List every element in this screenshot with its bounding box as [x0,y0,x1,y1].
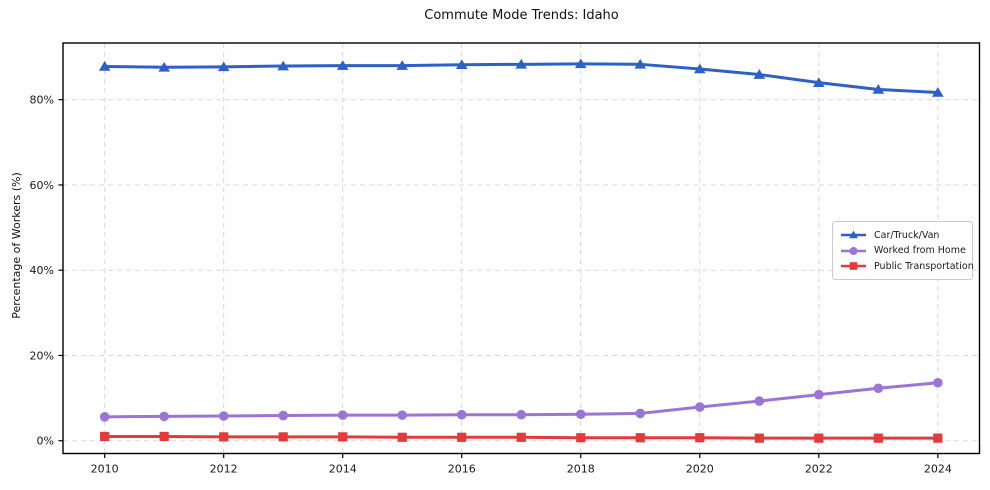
x-tick-label: 2022 [805,463,833,476]
triangle-marker-icon [693,63,706,74]
circle-marker-icon [814,389,824,400]
y-tick-label: 60% [30,179,54,192]
circle-marker-icon [159,411,169,422]
square-marker-icon [873,433,883,443]
square-marker-icon [100,431,110,442]
triangle-marker-icon [932,87,944,97]
legend-label: Worked from Home [874,245,966,256]
legend-item-worked-from-home: Worked from Home [840,244,966,258]
circle-marker-icon [575,409,586,420]
x-tick-label: 2012 [210,463,238,476]
plot-border [62,42,981,455]
triangle-marker-icon [753,69,766,79]
triangle-marker-icon [455,59,468,70]
legend-square-swatch-icon [841,262,866,270]
circle-marker-icon [218,411,229,421]
y-tick-label: 80% [30,94,54,107]
square-marker-icon [219,432,229,442]
tick-marks [58,99,939,458]
square-marker-icon [635,433,645,443]
square-marker-icon [457,432,467,442]
series-markers-car-truck-van [98,58,944,97]
square-marker-icon [754,433,764,443]
square-marker-icon [576,433,586,443]
x-tick-labels: 2010 2012 2014 2016 2018 2020 2022 2024 [91,463,952,476]
series-markers-public-transportation [100,431,943,443]
legend-circle-swatch-icon [841,246,866,255]
triangle-marker-icon [872,84,885,94]
legend-item-car-truck-van: Car/Truck/Van [840,228,965,242]
triangle-marker-icon [336,60,349,70]
legend-item-public-transportation: Public Transportation [840,259,974,273]
x-tick-label: 2016 [448,463,476,476]
circle-marker-icon [337,410,348,420]
legend-label: Public Transportation [874,260,974,272]
y-tick-label: 40% [30,264,54,277]
x-tick-label: 2010 [91,463,119,476]
triangle-marker-icon [396,60,409,70]
legend-label: Car/Truck/Van [874,229,940,241]
x-tick-label: 2018 [567,463,595,476]
triangle-marker-icon [98,61,111,71]
square-marker-icon [516,432,526,442]
square-marker-icon [338,432,348,442]
square-marker-icon [278,432,288,442]
legend-triangle-swatch-icon [841,230,866,239]
square-marker-icon [814,433,824,443]
triangle-marker-icon [515,58,528,69]
chart-title: Commute Mode Trends: Idaho [424,8,619,23]
circle-marker-icon [516,409,527,420]
circle-marker-icon [278,410,288,421]
triangle-marker-icon [574,58,587,69]
circle-marker-icon [694,402,705,412]
circle-marker-icon [635,408,646,419]
x-tick-label: 2020 [686,463,714,476]
triangle-marker-icon [217,61,230,72]
triangle-marker-icon [813,77,825,87]
circle-marker-icon [456,409,467,420]
x-tick-label: 2024 [924,463,952,476]
legend: Car/Truck/Van Worked from Home Public Tran… [832,221,974,280]
y-tick-label: 0% [37,435,54,448]
square-marker-icon [397,432,407,442]
y-tick-label: 20% [30,349,54,362]
square-marker-icon [159,431,169,442]
triangle-marker-icon [634,58,647,69]
circle-marker-icon [397,410,408,420]
square-marker-icon [933,433,943,443]
triangle-marker-icon [158,61,170,72]
square-marker-icon [695,433,705,443]
triangle-marker-icon [277,60,289,71]
circle-marker-icon [754,396,765,406]
circle-marker-icon [873,383,884,394]
series-markers-worked-from-home [99,377,943,422]
circle-marker-icon [99,412,110,422]
y-tick-labels: 0% 20% 40% 60% 80% [30,94,54,448]
x-tick-label: 2014 [329,463,357,476]
circle-marker-icon [933,377,943,388]
